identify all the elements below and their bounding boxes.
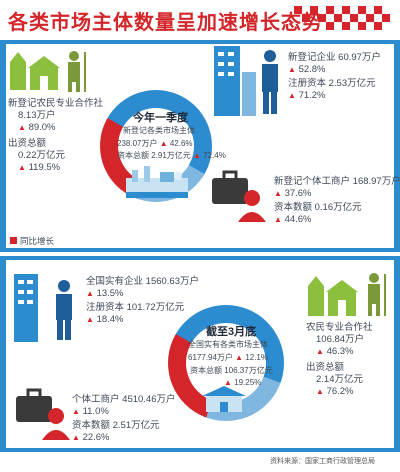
office-building-icon bbox=[214, 46, 278, 116]
up-triangle-icon: ▲ bbox=[86, 315, 94, 324]
section1-enterprise-capital-growth: 71.2% bbox=[298, 90, 326, 101]
section1-enterprise-count-growth-row: ▲ 52.8% bbox=[288, 64, 326, 76]
section2-individual-row: 个体工商户 4510.46万户 bbox=[72, 394, 176, 406]
legend-swatch bbox=[10, 237, 17, 244]
section2-coop-count-growth-row: ▲ 46.3% bbox=[316, 346, 354, 358]
up-triangle-icon: ▲ bbox=[224, 378, 232, 387]
up-triangle-icon: ▲ bbox=[159, 139, 168, 148]
section1-individual-count-growth: 37.6% bbox=[284, 188, 312, 199]
section1-enterprise-count: 60.97万户 bbox=[338, 52, 381, 63]
up-triangle-icon: ▲ bbox=[316, 347, 324, 356]
section2-enterprise-capital-growth: 18.4% bbox=[96, 314, 124, 325]
legend-label: 同比增长 bbox=[20, 236, 55, 246]
up-triangle-icon: ▲ bbox=[316, 387, 324, 396]
up-triangle-icon: ▲ bbox=[193, 151, 201, 160]
section2-enterprise-label: 全国实有企业 bbox=[86, 276, 144, 287]
section1-coop-capital-growth-row: ▲ 119.5% bbox=[18, 162, 60, 174]
section1-center-count: 238.07万户 ▲ 42.6% bbox=[117, 139, 193, 149]
section2-coop-count-growth: 46.3% bbox=[326, 346, 354, 357]
section2-individual-capital-growth-row: ▲ 22.6% bbox=[72, 432, 110, 444]
up-triangle-icon: ▲ bbox=[288, 65, 296, 74]
section2-coop-capital: 2.14万亿元 bbox=[316, 374, 363, 385]
section2-center-subtitle: 全国实有各类市场主体 bbox=[188, 340, 268, 349]
section2-center-capital-value: 资本总额 106.37万亿元 bbox=[190, 366, 273, 375]
section1-enterprise-count-growth: 52.8% bbox=[298, 64, 326, 75]
briefcase-person-icon bbox=[16, 388, 70, 440]
section1-coop-capital-label: 出资总额 bbox=[8, 138, 47, 149]
section2-individual-count: 4510.46万户 bbox=[122, 394, 176, 405]
header: 各类市场主体数量呈加速增长态势 bbox=[0, 0, 400, 40]
section1-individual-capital: 资本数额 0.16万亿元 bbox=[274, 202, 362, 213]
section2-coop-capital-growth: 76.2% bbox=[326, 386, 354, 397]
up-triangle-icon: ▲ bbox=[18, 123, 26, 132]
section1-individual-count: 168.97万户 bbox=[352, 176, 400, 187]
up-triangle-icon: ▲ bbox=[72, 407, 80, 416]
section2-center-capital-growth-row: ▲ 19.25% bbox=[224, 378, 261, 388]
house-icon bbox=[202, 386, 246, 412]
section2-center-capital: 资本总额 106.37万亿元 bbox=[190, 366, 273, 376]
section2-individual-capital: 资本数额 2.51万亿元 bbox=[72, 420, 160, 431]
section2-individual-count-growth-row: ▲ 11.0% bbox=[72, 406, 109, 418]
section1-coop-label: 新登记农民专业合作社 bbox=[8, 98, 104, 109]
up-triangle-icon: ▲ bbox=[86, 289, 94, 298]
factory-icon bbox=[126, 166, 188, 198]
section2-center-title: 截至3月底 bbox=[206, 326, 257, 338]
section2-center-count-growth: 12.1% bbox=[245, 353, 268, 362]
section2-enterprise-capital-growth-row: ▲ 18.4% bbox=[86, 314, 124, 326]
section2-individual-label: 个体工商户 bbox=[72, 394, 120, 405]
section2-center-capital-growth: 19.25% bbox=[234, 378, 262, 387]
section1-enterprise-capital: 注册资本 2.53万亿元 bbox=[288, 78, 376, 89]
section2-enterprise-row: 全国实有企业 1560.63万户 bbox=[86, 276, 199, 288]
section1-enterprise-row: 新登记企业 60.97万户 bbox=[288, 52, 381, 64]
up-triangle-icon: ▲ bbox=[235, 353, 244, 362]
section2-coop-label: 农民专业合作社 bbox=[306, 322, 373, 333]
section2-enterprise-capital: 注册资本 101.72万亿元 bbox=[86, 302, 185, 313]
section2-enterprise-count-growth: 13.5% bbox=[96, 288, 124, 299]
section1-coop-count-growth-row: ▲ 89.0% bbox=[18, 122, 56, 134]
section1-center-subtitle: 新登记各类市场主体 bbox=[123, 126, 195, 135]
section1-coop-capital: 0.22万亿元 bbox=[18, 150, 65, 161]
legend: 同比增长 bbox=[10, 235, 54, 247]
section1-center-capital: 资本总额 2.91万亿元 ▲ 72.4% bbox=[117, 151, 226, 161]
section1-center-capital-growth: 72.4% bbox=[203, 151, 226, 160]
briefcase-person-icon bbox=[212, 170, 266, 222]
section1-coop-count-growth: 89.0% bbox=[28, 122, 56, 133]
up-triangle-icon: ▲ bbox=[288, 91, 296, 100]
section1-center-count-growth: 42.6% bbox=[169, 139, 193, 148]
section2-coop-count: 106.84万户 bbox=[316, 334, 365, 345]
section2-coop-capital-growth-row: ▲ 76.2% bbox=[316, 386, 354, 398]
section1-center-capital-value: 资本总额 2.91万亿元 bbox=[117, 151, 191, 160]
section1-individual-count-growth-row: ▲ 37.6% bbox=[274, 188, 312, 200]
section2-individual-count-growth: 11.0% bbox=[82, 406, 109, 417]
section2-enterprise-count: 1560.63万户 bbox=[145, 276, 199, 287]
section1-enterprise-label: 新登记企业 bbox=[288, 52, 336, 63]
section2-enterprise-count-growth-row: ▲ 13.5% bbox=[86, 288, 124, 300]
section1-coop-count: 8.13万户 bbox=[18, 110, 56, 121]
section1-individual-capital-growth-row: ▲ 44.6% bbox=[274, 214, 312, 226]
section1-center-count-value: 238.07万户 bbox=[117, 139, 158, 148]
farm-icon bbox=[10, 51, 86, 92]
section1-coop-capital-growth: 119.5% bbox=[28, 162, 61, 173]
page-title: 各类市场主体数量呈加速增长态势 bbox=[8, 12, 323, 34]
section1-donut-hole bbox=[118, 108, 194, 184]
up-triangle-icon: ▲ bbox=[18, 163, 26, 172]
section1-individual-row: 新登记个体工商户 168.97万户 bbox=[274, 176, 400, 188]
section1-center-title: 今年一季度 bbox=[133, 112, 188, 124]
up-triangle-icon: ▲ bbox=[274, 189, 282, 198]
section2-center-count: 6177.94万户 ▲ 12.1% bbox=[188, 353, 268, 363]
section2-coop-capital-label: 出资总额 bbox=[306, 362, 345, 373]
section1-enterprise-capital-growth-row: ▲ 71.2% bbox=[288, 90, 326, 102]
checker-decoration bbox=[274, 4, 394, 34]
section1-individual-capital-growth: 44.6% bbox=[284, 214, 312, 225]
office-building-icon bbox=[14, 274, 72, 342]
farm-icon bbox=[308, 273, 386, 316]
section2-individual-capital-growth: 22.6% bbox=[82, 432, 110, 443]
section1-individual-label: 新登记个体工商户 bbox=[274, 176, 351, 187]
up-triangle-icon: ▲ bbox=[274, 215, 282, 224]
up-triangle-icon: ▲ bbox=[72, 433, 80, 442]
section2-center-count-value: 6177.94万户 bbox=[188, 353, 233, 362]
source-note: 资料来源：国家工商行政管理总局 bbox=[270, 458, 375, 465]
